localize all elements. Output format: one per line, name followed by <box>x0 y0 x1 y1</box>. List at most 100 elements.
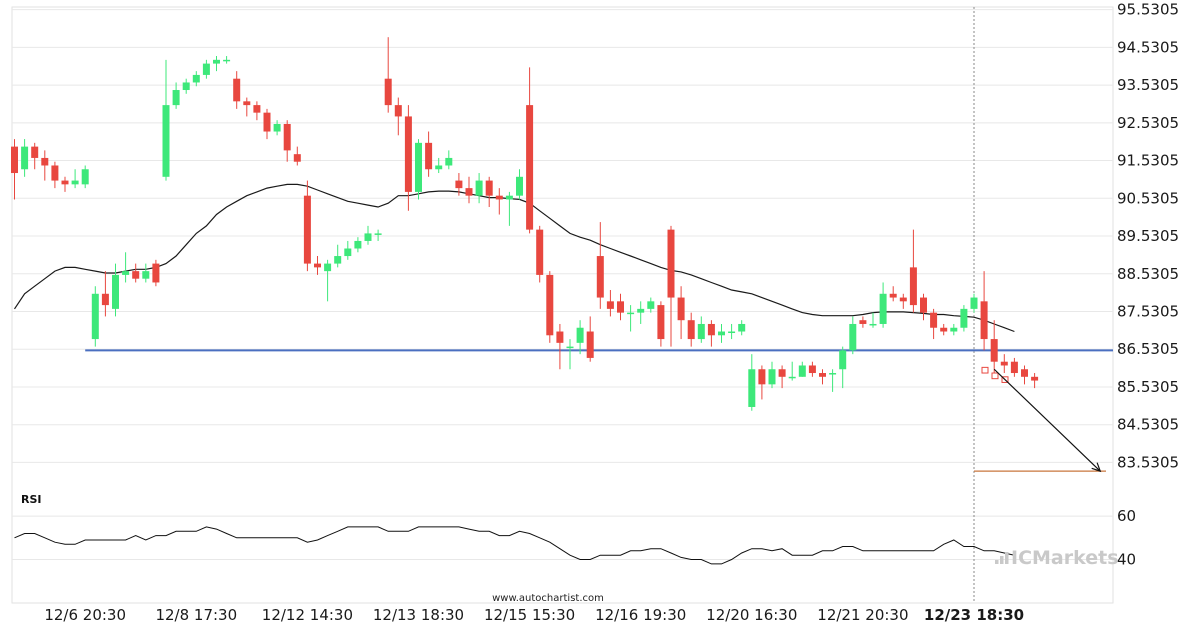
candle-body <box>556 331 564 343</box>
candle <box>374 229 382 241</box>
candle-body <box>505 195 513 200</box>
candle <box>314 256 321 275</box>
candle-body <box>758 369 766 385</box>
candle-body <box>334 256 342 264</box>
price-tick-label: 93.5305 <box>1117 76 1179 94</box>
candle-body <box>657 305 665 340</box>
candle <box>687 312 695 347</box>
candle-body <box>1021 369 1028 377</box>
candle-body <box>132 271 140 279</box>
candle-body <box>324 263 332 272</box>
candle-body <box>263 112 271 132</box>
candle-body <box>617 301 624 313</box>
candle-body <box>899 297 907 302</box>
candle-body <box>808 365 816 374</box>
candle <box>667 225 675 347</box>
candle <box>394 97 402 136</box>
candle <box>243 97 251 117</box>
plot-frame <box>11 6 1114 604</box>
candle <box>556 323 564 370</box>
candle <box>485 176 493 207</box>
candle-body <box>223 59 231 62</box>
price-tick-label: 95.5305 <box>1117 1 1179 19</box>
candle-body <box>243 101 251 106</box>
candle-body <box>112 274 119 309</box>
watermark-url: www.autochartist.com <box>492 593 604 604</box>
candle <box>748 354 756 411</box>
candle-body <box>495 195 503 200</box>
forecast-arrow-line <box>993 368 1101 472</box>
candle <box>162 59 170 181</box>
candle-body <box>172 90 180 106</box>
candle <box>435 157 443 174</box>
price-tick-label: 85.5305 <box>1117 378 1179 396</box>
candle-body <box>142 271 150 279</box>
candle-body <box>819 373 826 377</box>
candle-body <box>21 146 29 170</box>
price-tick-label: 87.5305 <box>1117 302 1179 320</box>
candle-body <box>455 180 463 189</box>
candle <box>303 180 311 272</box>
candle <box>849 316 857 355</box>
candle <box>970 293 978 313</box>
candle <box>819 369 826 385</box>
candle <box>91 286 99 347</box>
brand-logo <box>995 552 1009 564</box>
brand-text-ic: IC <box>1011 547 1032 569</box>
candle <box>142 263 150 283</box>
brand-logo-bar <box>1005 552 1009 564</box>
candle <box>738 320 746 336</box>
candle-body <box>192 74 200 83</box>
candle <box>526 67 534 234</box>
candle-body <box>930 312 938 328</box>
candle-body <box>778 369 786 377</box>
candle <box>283 120 291 162</box>
price-tick-label: 94.5305 <box>1117 38 1179 56</box>
candle-body <box>415 142 422 192</box>
rsi-grid <box>12 515 1113 561</box>
price-tick-label: 84.5305 <box>1117 416 1179 434</box>
forecast-candle <box>991 372 999 380</box>
candle-body <box>283 123 291 151</box>
candle-body <box>394 105 402 117</box>
candle-body <box>637 308 645 313</box>
candle <box>51 161 59 189</box>
candle <box>920 293 927 321</box>
time-tick-label: 12/12 14:30 <box>262 606 353 624</box>
rsi-label: RSI <box>21 493 42 506</box>
candle-body <box>738 323 746 332</box>
candle-body <box>627 312 635 315</box>
candle-body <box>303 195 311 264</box>
candle <box>233 71 241 109</box>
candle <box>475 173 483 204</box>
candle <box>889 286 897 302</box>
rsi-line <box>14 526 1015 565</box>
forecast-arrow-head <box>1091 462 1102 473</box>
candle-body <box>41 157 49 166</box>
candles <box>11 37 1039 411</box>
candle <box>172 82 180 109</box>
candle <box>253 101 261 121</box>
candle-body <box>202 63 210 75</box>
brand-logo-bar <box>1000 556 1004 564</box>
candle-body <box>768 369 776 385</box>
candle-body <box>384 78 392 106</box>
price-tick-label: 91.5305 <box>1117 152 1179 170</box>
candle <box>404 105 412 211</box>
candle-body <box>849 323 857 351</box>
candle <box>364 225 372 245</box>
candle-body <box>233 78 241 102</box>
candle <box>728 323 736 340</box>
candle-body <box>404 116 412 192</box>
candle-body <box>31 146 39 158</box>
candle <box>980 271 988 351</box>
candle-body <box>485 180 493 196</box>
candle <box>768 361 776 389</box>
price-tick-label: 86.5305 <box>1117 340 1179 358</box>
candle-body <box>152 263 160 283</box>
candle <box>718 323 725 343</box>
candle-body <box>606 301 614 309</box>
candle <box>586 316 594 362</box>
